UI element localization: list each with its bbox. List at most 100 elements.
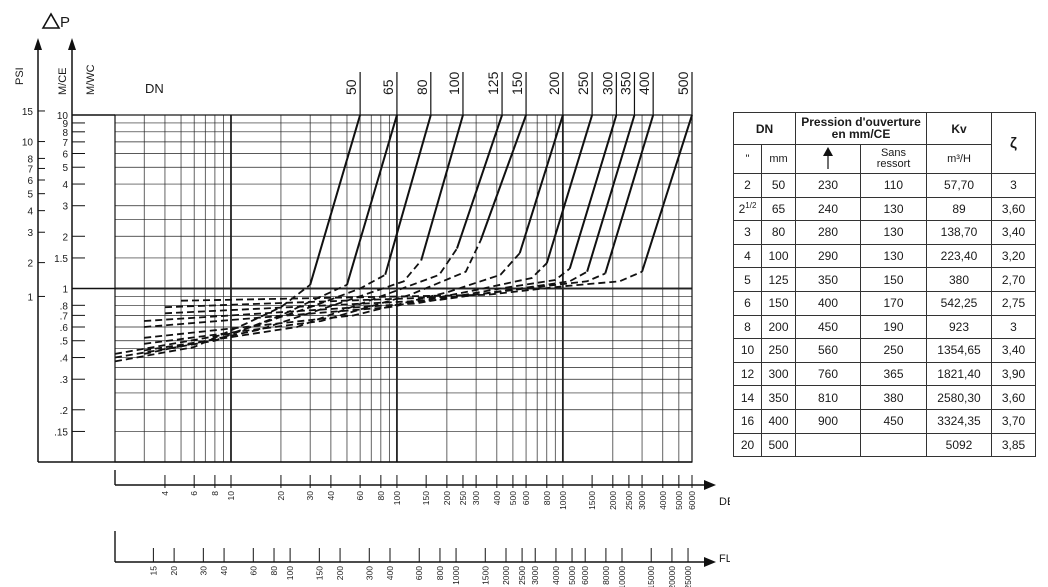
series-500-label: 500: [675, 71, 691, 95]
kv-cell-value: 542,25: [940, 296, 978, 311]
opening-pressure-cell: [795, 432, 861, 458]
mce-tick-label: 6: [62, 149, 68, 160]
zeta-cell: 3,60: [991, 385, 1036, 410]
zeta-cell-value: 3,20: [1001, 249, 1026, 264]
no-spring-cell: [860, 432, 927, 458]
kv-cell-value: 1354,65: [937, 343, 981, 358]
kv-cell: 380: [926, 267, 992, 292]
dn-inch-cell: 14: [733, 385, 762, 410]
dn-inch-cell-value: 5: [744, 272, 751, 287]
mce-tick-label: 10: [57, 111, 69, 122]
mce-tick-label: 9: [62, 119, 68, 130]
mce-tick-label: .4: [60, 354, 69, 365]
series-150-dashed: [144, 239, 482, 345]
no-spring-cell-value: 170: [883, 296, 904, 311]
kv-cell-value: 923: [948, 319, 970, 334]
mce-axis-label: M/CE: [57, 68, 69, 96]
kv-cell: 1821,40: [926, 361, 992, 387]
dn-inch-cell-value: 8: [744, 319, 751, 334]
debit-tick-label: 100: [392, 491, 402, 505]
sans-ressort-subheader: Sans ressort: [860, 144, 927, 174]
zeta-cell: 2,70: [991, 267, 1036, 292]
dn-inch-cell-value: 2: [744, 178, 751, 193]
debit-tick-label: 500: [508, 491, 518, 505]
no-spring-cell: 130: [860, 220, 927, 245]
kv-cell: 5092: [926, 432, 992, 458]
debit-tick-label: 40: [326, 491, 336, 501]
flow-tick-label: 25000: [683, 566, 693, 587]
no-spring-cell: 250: [860, 338, 927, 363]
delta-triangle-icon: [41, 12, 61, 29]
series-80-label: 80: [414, 79, 430, 95]
kv-cell: 1354,65: [926, 338, 992, 363]
series-65-solid: [346, 114, 398, 286]
psi-axis-arrow-icon: [34, 38, 42, 50]
table-body: 2 50 230 110 57,70 3 21/2 65 240 130 89 3,60 3 80 280 1…: [733, 173, 1036, 458]
dn-mm-cell: 200: [761, 314, 796, 340]
zeta-cell-value: 3,85: [1001, 437, 1026, 452]
flow-tick-label: 15000: [646, 566, 656, 587]
no-spring-cell: 190: [860, 314, 927, 340]
mce-axis-arrow-icon: [68, 38, 76, 50]
dn-inch-cell-value: 6: [744, 296, 751, 311]
dn-inch-cell-value: 16: [740, 414, 755, 429]
dn-mm-cell-value: 300: [768, 367, 789, 382]
opening-pressure-cell: 280: [795, 220, 861, 245]
zeta-cell-value: 3: [1010, 178, 1017, 193]
table-row: 10 250 560 250 1354,65 3,40: [733, 338, 1036, 363]
flow-tick-label: 1000: [451, 566, 461, 585]
series-65-label: 65: [380, 79, 396, 95]
flow-tick-label: 100: [285, 566, 295, 580]
dn-label: DN: [145, 81, 164, 96]
no-spring-cell: 130: [860, 196, 927, 222]
opening-pressure-cell-value: 450: [817, 319, 839, 334]
no-spring-cell-value: 130: [883, 249, 904, 264]
debit-tick-label: 600: [521, 491, 531, 505]
kv-cell: 223,40: [926, 243, 992, 269]
flow-tick-label: 300: [364, 566, 374, 580]
flow-tick-label: 6000: [580, 566, 590, 585]
dn-mm-cell-value: 150: [768, 296, 789, 311]
dn-inch-cell: 6: [733, 290, 762, 316]
debit-axis-label: DEBIT M³/H: [719, 496, 730, 508]
debit-tick-label: 250: [458, 491, 468, 505]
kv-cell-value: 223,40: [940, 249, 978, 264]
zeta-cell-value: 2,75: [1001, 296, 1026, 311]
series-125-label: 125: [485, 71, 501, 95]
dn-mm-cell-value: 250: [768, 343, 789, 358]
psi-tick-label: 5: [27, 190, 33, 201]
valve-spec-table: DN Pression d'ouverture en mm/CE Kv ζ " …: [733, 112, 1036, 458]
opening-pressure-cell-value: 900: [817, 414, 839, 429]
debit-tick-label: 5000: [674, 491, 684, 510]
debit-tick-label: 300: [471, 491, 481, 505]
mwc-axis-label: M/WC: [85, 64, 97, 95]
flow-tick-label: 15: [148, 566, 158, 576]
dn-inch-cell-value: 14: [740, 390, 755, 405]
dn-mm-cell-value: 80: [771, 225, 786, 240]
flow-tick-label: 8000: [601, 566, 611, 585]
zeta-cell: 3: [991, 173, 1036, 198]
dn-mm-cell-value: 65: [771, 201, 786, 216]
no-spring-cell-value: 380: [883, 390, 904, 405]
series-150-solid: [479, 114, 527, 241]
zeta-cell: 3: [991, 314, 1036, 340]
mce-tick-label: 7: [62, 138, 68, 149]
dn-inch-cell: 2: [733, 173, 762, 198]
arrow-subheader: [795, 144, 861, 174]
flow-tick-label: 400: [385, 566, 395, 580]
debit-tick-label: 6000: [687, 491, 697, 510]
mce-tick-label: .2: [60, 406, 69, 417]
dn-mm-cell-value: 125: [768, 272, 789, 287]
dn-mm-cell-value: 50: [771, 178, 786, 193]
series-125-dashed: [144, 247, 458, 352]
no-spring-cell-value: 450: [883, 414, 904, 429]
debit-tick-label: 150: [421, 491, 431, 505]
zeta-cell: 3,40: [991, 220, 1036, 245]
opening-pressure-cell: 400: [795, 290, 861, 316]
series-200-solid: [518, 114, 564, 254]
no-spring-cell: 365: [860, 361, 927, 387]
series-200-label: 200: [546, 71, 562, 95]
dn-inch-cell: 5: [733, 267, 762, 292]
